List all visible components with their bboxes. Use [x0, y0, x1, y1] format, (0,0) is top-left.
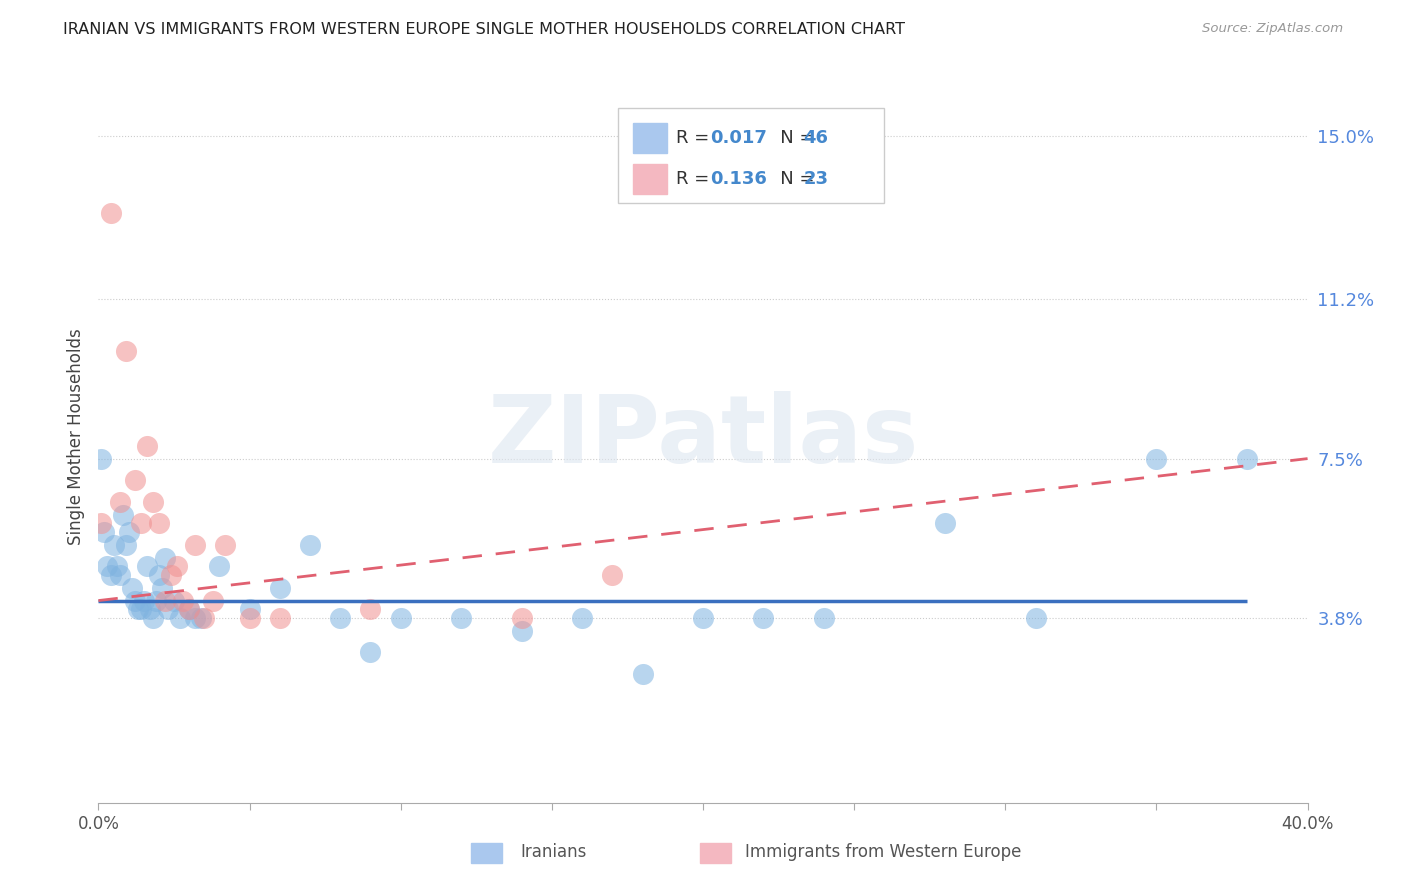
Point: [114, 344, 136, 359]
Text: R =: R =: [676, 169, 716, 188]
Point: [103, 538, 125, 552]
Point: [389, 611, 412, 625]
Text: 46: 46: [803, 129, 828, 147]
Point: [450, 611, 472, 625]
Point: [172, 593, 194, 607]
Point: [163, 593, 186, 607]
Point: [360, 645, 382, 659]
Point: [193, 611, 215, 625]
Point: [135, 559, 157, 574]
Point: [208, 559, 231, 574]
Point: [153, 593, 176, 607]
Point: [90, 516, 112, 530]
FancyBboxPatch shape: [619, 108, 884, 203]
Y-axis label: Single Mother Households: Single Mother Households: [66, 329, 84, 545]
Point: [108, 567, 131, 582]
Point: [96, 559, 118, 574]
FancyBboxPatch shape: [633, 163, 666, 194]
Text: N =: N =: [763, 129, 821, 147]
Point: [190, 611, 212, 625]
Point: [135, 439, 157, 453]
Point: [145, 593, 167, 607]
Point: [111, 508, 134, 522]
Text: N =: N =: [763, 169, 821, 188]
Text: 0.136: 0.136: [710, 169, 768, 188]
Point: [510, 624, 533, 638]
Point: [156, 602, 179, 616]
Point: [360, 602, 382, 616]
Text: ZIPatlas: ZIPatlas: [488, 391, 918, 483]
Point: [124, 473, 146, 487]
Point: [160, 567, 183, 582]
Point: [631, 666, 654, 681]
Point: [1144, 451, 1167, 466]
Point: [90, 451, 112, 466]
Point: [148, 516, 170, 530]
Point: [184, 538, 207, 552]
Point: [169, 611, 191, 625]
Text: 23: 23: [803, 169, 828, 188]
Point: [214, 538, 236, 552]
Text: R =: R =: [676, 129, 716, 147]
Point: [934, 516, 956, 530]
Point: [1024, 611, 1046, 625]
Point: [93, 524, 115, 539]
Point: [239, 602, 262, 616]
Point: [1236, 451, 1258, 466]
Point: [179, 602, 201, 616]
Point: [124, 593, 146, 607]
Point: [108, 494, 131, 508]
Point: [100, 567, 122, 582]
Point: [121, 581, 143, 595]
Point: [114, 538, 136, 552]
Text: Source: ZipAtlas.com: Source: ZipAtlas.com: [1202, 22, 1343, 36]
Point: [129, 602, 152, 616]
Point: [602, 567, 624, 582]
Point: [153, 550, 176, 565]
Point: [148, 567, 170, 582]
Point: [813, 611, 835, 625]
Point: [752, 611, 775, 625]
FancyBboxPatch shape: [633, 122, 666, 153]
Point: [166, 559, 188, 574]
Point: [184, 611, 207, 625]
Point: [105, 559, 128, 574]
Point: [129, 516, 152, 530]
Point: [127, 602, 149, 616]
Point: [692, 611, 714, 625]
Point: [202, 593, 225, 607]
Point: [142, 611, 165, 625]
Point: [118, 524, 141, 539]
Text: 0.017: 0.017: [710, 129, 768, 147]
Point: [269, 611, 291, 625]
Point: [150, 581, 173, 595]
Point: [100, 206, 122, 220]
Point: [329, 611, 352, 625]
Point: [132, 593, 155, 607]
Point: [142, 494, 165, 508]
Text: Immigrants from Western Europe: Immigrants from Western Europe: [745, 843, 1022, 861]
Point: [239, 611, 262, 625]
Point: [299, 538, 322, 552]
Point: [510, 611, 533, 625]
Point: [179, 602, 201, 616]
Point: [139, 602, 162, 616]
Point: [269, 581, 291, 595]
Text: Iranians: Iranians: [520, 843, 586, 861]
Text: IRANIAN VS IMMIGRANTS FROM WESTERN EUROPE SINGLE MOTHER HOUSEHOLDS CORRELATION C: IRANIAN VS IMMIGRANTS FROM WESTERN EUROP…: [63, 22, 905, 37]
Point: [571, 611, 593, 625]
